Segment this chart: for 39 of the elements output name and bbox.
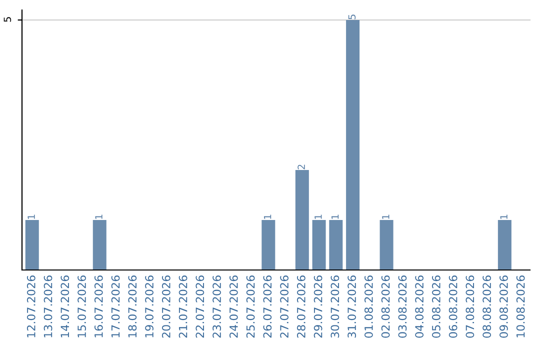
x-tick-label: 08.08.2026	[482, 276, 492, 338]
x-tick-label: 09.08.2026	[500, 276, 508, 338]
x-tick-label: 19.07.2026	[145, 276, 154, 338]
x-tick-label: 15.07.2026	[78, 276, 86, 338]
x-tick-label: 13.07.2026	[44, 276, 52, 338]
data-label: 1	[28, 214, 35, 219]
x-tick-label: 29.07.2026	[314, 276, 322, 338]
x-tick-label: 21.07.2026	[178, 276, 188, 338]
x-tick-label: 17.07.2026	[111, 276, 120, 338]
x-tick-label: 03.08.2026	[398, 276, 407, 338]
x-tick-label: 14.07.2026	[60, 276, 70, 338]
x-tick-label: 30.07.2026	[330, 276, 340, 338]
x-tick-label: 02.08.2026	[381, 276, 390, 338]
data-label: 2	[298, 164, 305, 170]
x-tick-label: 25.07.2026	[246, 276, 255, 338]
x-tick-label: 07.08.2026	[466, 276, 474, 338]
data-label: 1	[95, 214, 102, 219]
data-label: 1	[500, 214, 508, 219]
x-tick-label: 12.07.2026	[26, 276, 36, 338]
x-tick-label: 28.07.2026	[296, 276, 306, 338]
x-tick-label: 23.07.2026	[212, 276, 221, 338]
data-label: 1	[382, 214, 390, 219]
x-tick-label: 18.07.2026	[128, 276, 137, 338]
data-label: 5	[348, 14, 356, 20]
x-tick-label: 31.07.2026	[348, 276, 356, 338]
x-tick-label: 06.08.2026	[448, 276, 458, 338]
x-tick-label: 24.07.2026	[229, 276, 238, 338]
x-tick-label: 10.08.2026	[516, 276, 525, 338]
data-label: 1	[264, 214, 272, 219]
x-tick-label: 01.08.2026	[364, 276, 373, 338]
data-label: 1	[314, 214, 322, 219]
x-tick-label: 05.08.2026	[432, 276, 440, 338]
data-label: 1	[332, 214, 339, 219]
x-tick-label: 27.07.2026	[280, 276, 289, 338]
x-tick-label: 26.07.2026	[263, 276, 272, 338]
x-tick-label: 04.08.2026	[415, 276, 424, 338]
x-tick-label: 16.07.2026	[94, 276, 103, 338]
x-tick-label: 22.07.2026	[196, 276, 204, 338]
x-tick-label: 20.07.2026	[162, 276, 170, 338]
